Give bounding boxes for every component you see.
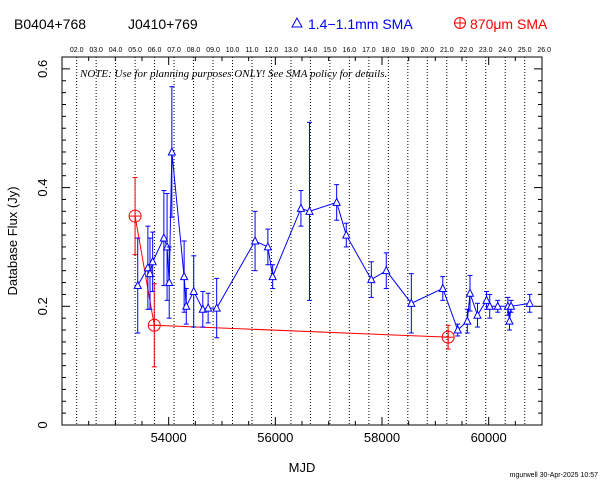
data-point-triangle (268, 271, 277, 281)
data-point-triangle (453, 324, 463, 334)
year-tick-label: 13.0 (284, 47, 298, 54)
footer-credit: mgurwell 30-Apr-2025 10:57 (510, 472, 598, 479)
y-tick-label: 0.2 (35, 297, 50, 315)
data-point-triangle (505, 316, 514, 325)
data-point-triangle (250, 235, 260, 245)
data-point-triangle (482, 295, 491, 304)
data-point-triangle (332, 197, 341, 206)
series-870um (128, 176, 455, 368)
data-point-triangle (493, 301, 503, 310)
year-tick-label: 03.0 (89, 47, 103, 54)
data-point-triangle (341, 229, 351, 239)
data-point-triangle (296, 203, 306, 212)
x-tick-label: 56000 (257, 430, 293, 445)
x-tick-label: 58000 (364, 430, 400, 445)
data-point-triangle (212, 302, 221, 312)
data-point-triangle (407, 298, 416, 307)
data-point-triangle (473, 310, 482, 319)
legend-blue-label: 1.4−1.1mm SMA (308, 16, 413, 32)
data-point-triangle (463, 316, 472, 325)
year-tick-label: 23.0 (479, 47, 493, 54)
year-tick-label: 26.0 (537, 47, 551, 54)
year-tick-label: 12.0 (265, 47, 279, 54)
year-tick-label: 18.0 (382, 47, 396, 54)
data-point-triangle (179, 271, 189, 281)
y-tick-label: 0.6 (35, 60, 50, 78)
data-point-triangle (305, 206, 314, 215)
data-point-triangle (525, 298, 535, 307)
source-name: B0404+768 (14, 16, 86, 32)
data-point-triangle (148, 256, 157, 266)
year-tick-label: 16.0 (343, 47, 357, 54)
series-1mm (133, 86, 535, 339)
year-tick-label: 15.0 (323, 47, 337, 54)
data-point-triangle (167, 146, 177, 156)
legend: 1.4−1.1mm SMA 870μm SMA (291, 16, 548, 32)
data-point-triangle (381, 265, 391, 275)
year-tick-label: 11.0 (245, 47, 258, 54)
legend-triangle-icon (291, 16, 303, 28)
data-point-triangle (485, 301, 495, 310)
data-point-triangle (181, 301, 191, 310)
y-axis-label: Database Flux (Jy) (5, 186, 20, 295)
y-tick-label: 0.4 (35, 179, 50, 197)
data-point-triangle (465, 288, 475, 297)
x-tick-label: 60000 (471, 430, 507, 445)
year-tick-label: 24.0 (498, 47, 512, 54)
year-tick-label: 04.0 (109, 47, 123, 54)
planning-note: NOTE: Use for planning purposes ONLY! Se… (79, 68, 387, 80)
year-tick-label: 06.0 (148, 47, 162, 54)
data-point-triangle (263, 241, 273, 251)
year-tick-label: 21.0 (440, 47, 454, 54)
year-grid (76, 57, 526, 425)
x-tick-label: 54000 (151, 430, 187, 445)
data-point-triangle (159, 232, 169, 242)
x-axis-label: MJD (289, 460, 316, 475)
year-tick-label: 02.0 (70, 47, 84, 54)
data-point-triangle (164, 277, 174, 287)
data-point-triangle (506, 301, 516, 310)
data-point-triangle (203, 302, 213, 312)
y-tick-label: 0 (35, 421, 50, 428)
series-line (137, 151, 530, 331)
alt-name: J0410+769 (128, 16, 198, 32)
year-tick-label: 19.0 (401, 47, 415, 54)
year-tick-label: 20.0 (420, 47, 434, 54)
data-point-triangle (133, 280, 143, 290)
year-tick-label: 07.0 (167, 47, 181, 54)
plot-frame (61, 56, 543, 426)
year-tick-label: 22.0 (459, 47, 473, 54)
top-year-axis: 02.0 03.0 04.0 05.0 06.0 07.0 08.0 09.0 10.0 11.0… (70, 47, 551, 54)
x-axis: 54000 56000 58000 60000 (88, 57, 516, 445)
legend-red-label: 870μm SMA (470, 16, 548, 32)
data-point-triangle (438, 283, 448, 292)
year-tick-label: 05.0 (128, 47, 142, 54)
year-tick-label: 10.0 (226, 47, 240, 54)
year-tick-label: 14.0 (304, 47, 318, 54)
year-tick-label: 08.0 (187, 47, 201, 54)
year-tick-label: 09.0 (206, 47, 220, 54)
y-axis: 0 0.2 0.4 0.6 (35, 60, 542, 429)
data-point-triangle (145, 268, 155, 278)
year-tick-label: 17.0 (362, 47, 376, 54)
data-point-triangle (367, 274, 376, 284)
data-point-triangle (189, 286, 199, 295)
year-tick-label: 25.0 (518, 47, 532, 54)
